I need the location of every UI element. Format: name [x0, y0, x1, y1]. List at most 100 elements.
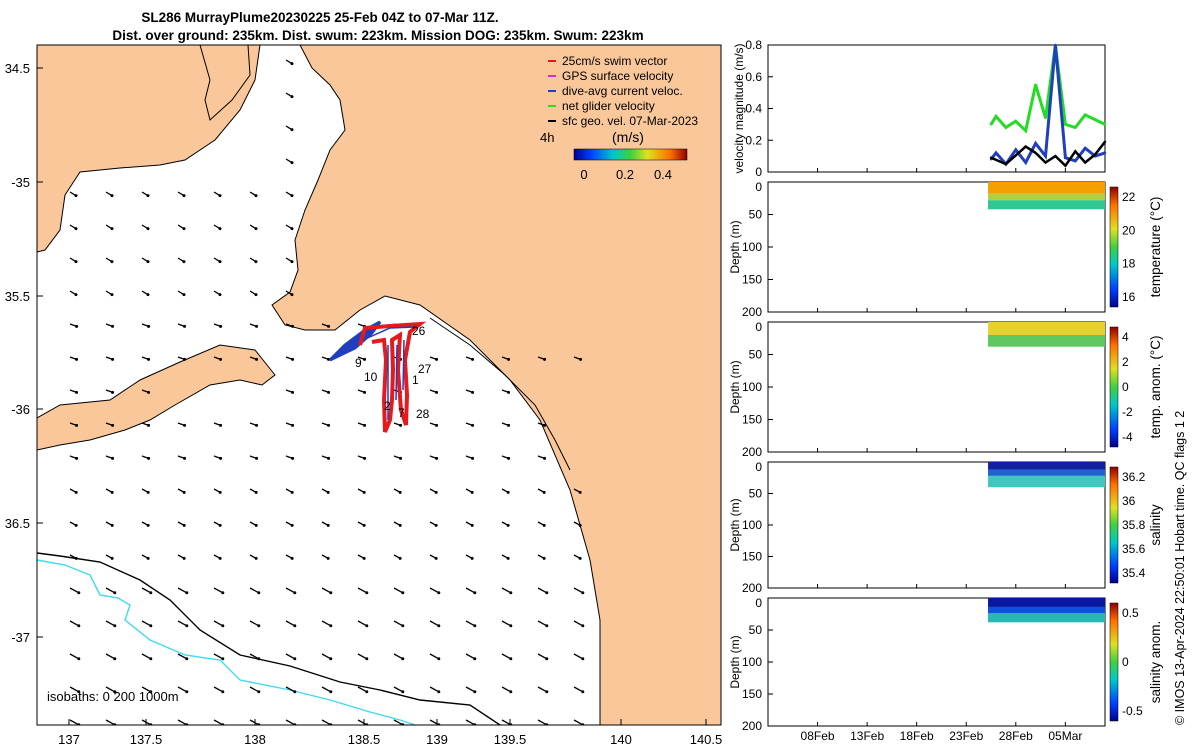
figure-title-line2: Dist. over ground: 235km. Dist. swum: 22… — [112, 28, 643, 43]
colorbar-label: temp. anom. (°C) — [1148, 336, 1163, 439]
current-arrow-head — [327, 456, 331, 460]
track-red-loops — [358, 321, 427, 433]
velocity-data-point — [1034, 83, 1037, 86]
depth-y-tick-label: 200 — [742, 305, 762, 319]
current-arrow-head — [221, 690, 225, 694]
colorbar-tick-label: 22 — [1122, 190, 1136, 204]
velocity-data-point — [989, 156, 993, 159]
track-blue-overlay — [362, 326, 416, 420]
track-day-labels: 26 9 27 10 1 7 28 2 — [355, 324, 432, 421]
depth-y-tick-label: 0 — [755, 460, 762, 474]
current-arrow-head — [74, 227, 78, 231]
current-arrow — [249, 587, 260, 594]
current-arrow — [393, 587, 404, 594]
current-arrow — [465, 686, 476, 693]
current-arrow — [429, 653, 440, 660]
velocity-data-point — [1044, 154, 1047, 158]
current-arrow-head — [399, 423, 403, 427]
current-arrow — [501, 587, 512, 594]
velocity-data-point — [1093, 153, 1097, 156]
current-arrow-head — [545, 657, 549, 661]
current-arrow-head — [329, 690, 333, 694]
current-arrow-head — [146, 194, 150, 198]
heatmap-band — [988, 193, 1105, 201]
current-arrow-head — [326, 523, 330, 527]
current-arrow-head — [365, 690, 369, 694]
current-arrow-head — [183, 357, 187, 361]
depth-y-label: Depth (m) — [728, 498, 742, 551]
panel-colorbar — [1109, 602, 1119, 722]
current-arrow-head — [471, 390, 475, 394]
current-arrow-head — [74, 293, 78, 297]
current-arrow-head — [435, 390, 439, 394]
depth-y-tick-label: 0 — [755, 320, 762, 334]
current-arrow-head — [291, 456, 295, 460]
current-arrow-head — [435, 456, 439, 460]
current-arrow-head — [362, 523, 366, 527]
current-arrow — [429, 587, 440, 594]
current-arrow — [249, 620, 260, 627]
current-arrow-head — [365, 591, 369, 595]
current-arrow-head — [182, 194, 186, 198]
current-arrow-head — [473, 624, 477, 628]
legend-4h-label: 4h — [540, 130, 554, 145]
eyre-peninsula-land — [37, 45, 261, 253]
heatmap-band — [988, 335, 1105, 347]
current-arrow-head — [506, 490, 510, 494]
colorbar-label: salinity — [1148, 504, 1163, 546]
colorbar-tick-label: -0.5 — [1122, 704, 1143, 718]
current-arrow-head — [399, 456, 403, 460]
map-y-tick-label: -35 — [11, 175, 30, 190]
velocity-data-point — [1034, 151, 1037, 155]
colorbar-unit-label: (m/s) — [612, 129, 644, 145]
current-arrow-head — [110, 293, 114, 297]
panel-colorbar — [1109, 186, 1119, 308]
velocity-data-point — [1103, 123, 1107, 126]
current-arrow — [285, 653, 296, 660]
colorbar-tick-label: 16 — [1122, 290, 1136, 304]
velocity-data-point — [1034, 142, 1037, 145]
current-vector-field — [69, 59, 585, 725]
current-arrow-head — [471, 423, 475, 427]
current-arrow-head — [401, 591, 405, 595]
velocity-y-tick-label: 0.6 — [745, 70, 762, 84]
current-arrow-head — [363, 456, 367, 460]
current-arrow — [357, 653, 368, 660]
current-arrow-head — [254, 227, 258, 231]
current-arrow-head — [257, 624, 261, 628]
depth-y-tick-label: 50 — [749, 623, 763, 637]
colorbar-tick-label: 0 — [1122, 380, 1129, 394]
depth-y-label: Depth (m) — [728, 635, 742, 688]
current-arrow — [465, 653, 476, 660]
time-tick-label: 23Feb — [949, 729, 983, 743]
colorbar-tick-label: 20 — [1122, 223, 1136, 237]
velocity-data-point — [1074, 159, 1077, 163]
current-arrow-head — [507, 390, 511, 394]
velocity-data-point — [994, 151, 998, 155]
day-label-7: 7 — [398, 406, 405, 420]
colorbar-label: temperature (°C) — [1148, 197, 1163, 298]
current-arrow-head — [147, 324, 151, 328]
velocity-data-point — [1014, 148, 1017, 151]
current-arrow-head — [581, 624, 585, 628]
current-arrow-head — [578, 490, 582, 494]
current-arrow-head — [110, 227, 114, 231]
current-arrow-head — [471, 456, 475, 460]
heatmap-band — [988, 182, 1105, 194]
current-arrow-head — [509, 591, 513, 595]
current-arrow-head — [329, 657, 333, 661]
current-arrow-head — [255, 357, 259, 361]
current-arrow — [141, 686, 152, 693]
current-arrow — [177, 719, 188, 725]
velocity-y-tick-label: 0.8 — [745, 38, 762, 52]
current-arrow — [69, 653, 80, 660]
current-arrow — [573, 620, 584, 627]
depth-y-tick-label: 0 — [755, 180, 762, 194]
current-arrow — [141, 653, 152, 660]
current-arrow — [69, 719, 80, 725]
current-arrow-head — [290, 194, 294, 198]
current-arrow-head — [149, 657, 153, 661]
current-arrow-head — [257, 591, 261, 595]
current-arrow-head — [146, 260, 150, 264]
velocity-y-tick-label: 0 — [755, 165, 762, 179]
